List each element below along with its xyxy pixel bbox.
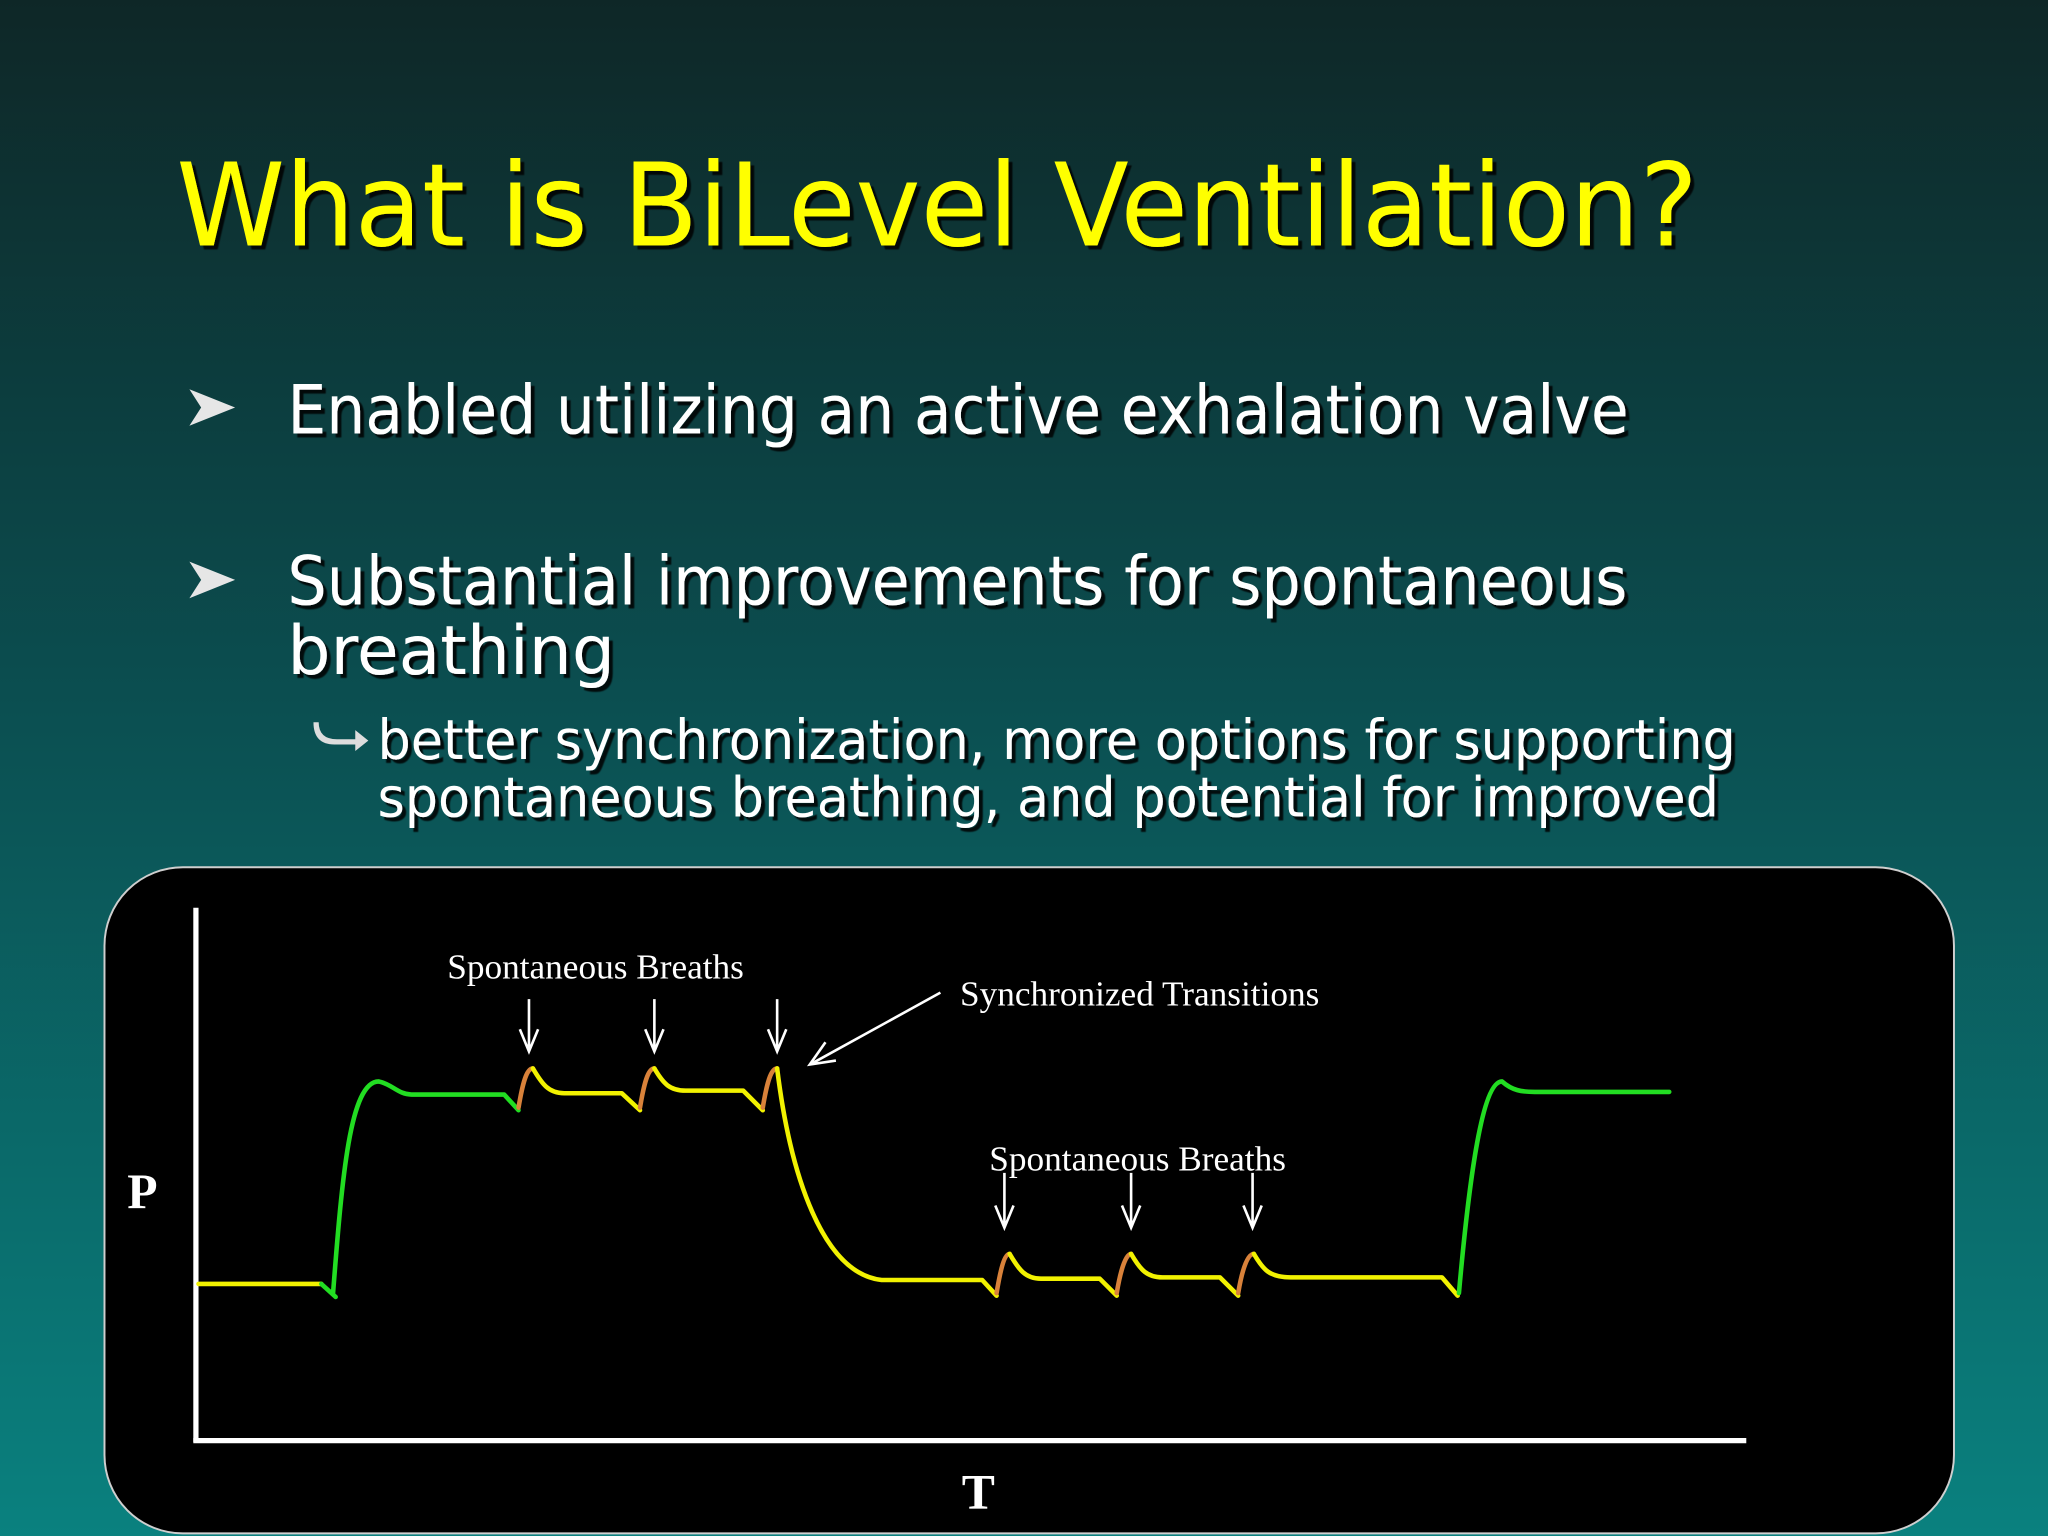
sub-bullet-icon (313, 722, 369, 752)
y-axis-label: P (127, 1164, 157, 1219)
slide-title: What is BiLevel Ventilation? (176, 140, 1698, 274)
diagram-panel (103, 866, 1955, 1535)
bullet-text: breathing (287, 612, 615, 691)
bullet-icon (189, 389, 236, 426)
annotation-label: Spontaneous Breaths (447, 947, 744, 986)
sub-bullet-text: spontaneous breathing, and potential for… (377, 765, 1718, 829)
bullet-icon (189, 561, 236, 599)
diagram: Spontaneous Breaths Synchronized Transit… (103, 866, 1955, 1535)
bullet-text: Substantial improvements for spontaneous (287, 543, 1627, 622)
x-axis-label: T (962, 1465, 995, 1520)
pressure-waveform (196, 1066, 1672, 1300)
annotation-label: Synchronized Transitions (960, 975, 1319, 1014)
bullet-text: Enabled utilizing an active exhalation v… (287, 372, 1628, 451)
annotation-arrows (518, 991, 1263, 1232)
annotation-label: Spontaneous Breaths (989, 1139, 1286, 1178)
sub-bullet-text: better synchronization, more options for… (377, 708, 1735, 772)
